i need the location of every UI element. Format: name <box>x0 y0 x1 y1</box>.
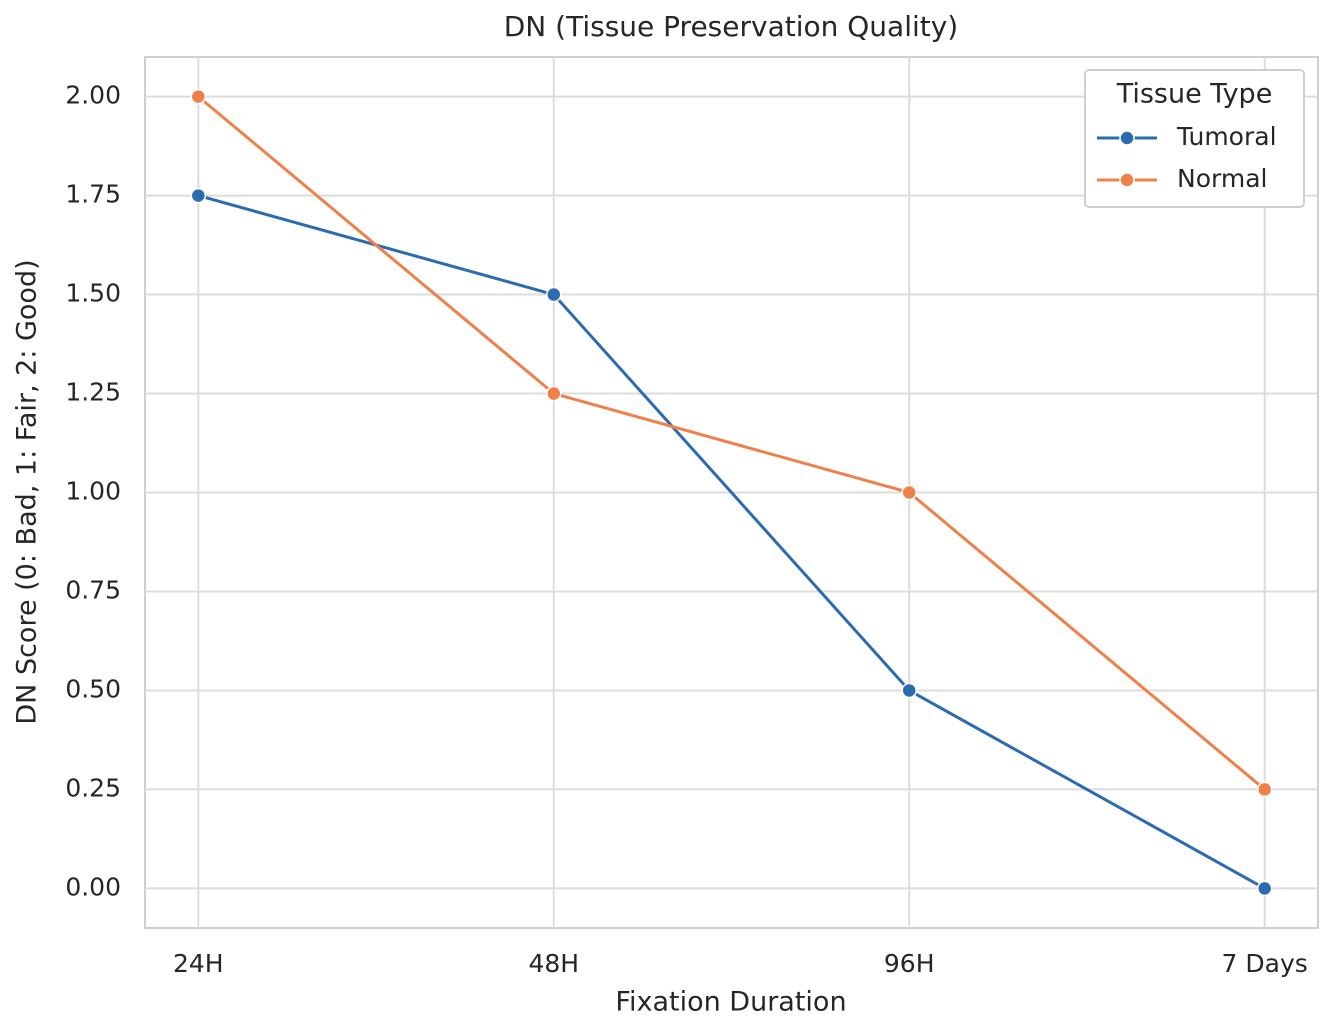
series-line <box>197 95 1266 791</box>
chart-title: DN (Tissue Preservation Quality) <box>504 10 958 43</box>
legend: Tissue Type Tumoral Normal <box>1084 69 1305 208</box>
x-tick-label: 7 Days <box>1222 949 1308 978</box>
y-axis-label: DN Score (0: Bad, 1: Fair, 2: Good) <box>12 259 43 724</box>
y-tick-label: 0.00 <box>65 872 121 901</box>
data-point <box>190 187 207 204</box>
x-axis-label: Fixation Duration <box>615 987 846 1018</box>
legend-label: Normal <box>1177 164 1267 193</box>
y-tick-label: 2.00 <box>65 81 121 110</box>
y-tick-label: 0.50 <box>65 674 121 703</box>
y-tick-label: 1.25 <box>65 378 121 407</box>
data-point <box>190 88 207 105</box>
legend-marker <box>1119 130 1135 146</box>
y-tick-label: 0.25 <box>65 773 121 802</box>
y-tick-label: 1.00 <box>65 477 121 506</box>
y-tick-label: 1.50 <box>65 279 121 308</box>
legend-label: Tumoral <box>1176 122 1277 151</box>
x-tick-label: 96H <box>884 949 935 978</box>
data-point <box>546 385 562 402</box>
data-point <box>901 484 917 501</box>
data-point <box>1256 781 1273 798</box>
x-tick-label: 24H <box>173 949 224 978</box>
data-point <box>901 682 917 699</box>
y-tick-label: 1.75 <box>65 180 121 209</box>
data-point <box>1256 880 1273 897</box>
legend-marker <box>1119 172 1135 188</box>
y-tick-label: 0.75 <box>65 575 121 604</box>
x-tick-label: 48H <box>528 949 579 978</box>
legend-title: Tissue Type <box>1116 79 1273 110</box>
legend-box <box>1084 69 1305 208</box>
data-point <box>546 286 562 303</box>
